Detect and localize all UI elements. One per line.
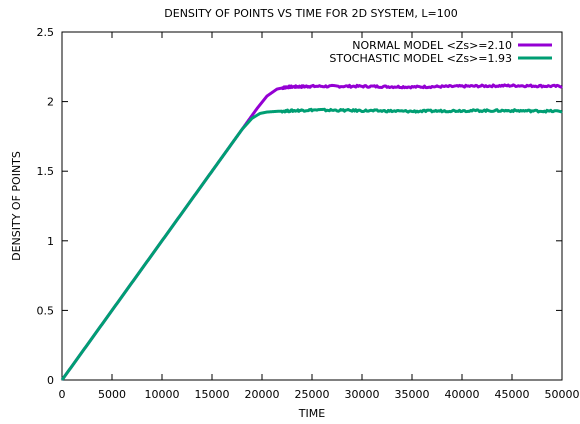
series-layer	[60, 83, 563, 381]
x-tick-label: 40000	[445, 388, 480, 401]
y-tick-label: 2	[47, 96, 54, 109]
y-tick-label: 1.5	[37, 165, 55, 178]
series-line-1	[60, 83, 563, 381]
x-axis-ticks: 0 5000 10000 15000 20000 25000 30000 35000 40000…	[59, 32, 580, 401]
x-tick-label: 0	[59, 388, 66, 401]
series-line-2	[60, 107, 563, 381]
x-tick-label: 50000	[545, 388, 580, 401]
x-tick-label: 10000	[145, 388, 180, 401]
plot-frame	[61, 31, 563, 381]
x-tick-label: 5000	[98, 388, 126, 401]
x-tick-label: 15000	[195, 388, 230, 401]
y-axis-title: DENSITY OF POINTS	[10, 151, 23, 261]
legend-label-2: STOCHASTIC MODEL <Zs>=1.93	[329, 52, 512, 65]
x-tick-label: 30000	[345, 388, 380, 401]
x-tick-label: 20000	[245, 388, 280, 401]
y-axis-ticks: 0 0.5 1 1.5 2 2.5	[37, 26, 562, 387]
x-tick-label: 25000	[295, 388, 330, 401]
x-tick-label: 35000	[395, 388, 430, 401]
y-tick-label: 0.5	[37, 304, 55, 317]
legend-label-1: NORMAL MODEL <Zs>=2.10	[352, 39, 512, 52]
y-tick-label: 1	[47, 235, 54, 248]
y-tick-label: 2.5	[37, 26, 55, 39]
x-axis-title: TIME	[298, 407, 325, 420]
x-tick-label: 45000	[495, 388, 530, 401]
chart-title: DENSITY OF POINTS VS TIME FOR 2D SYSTEM,…	[164, 7, 457, 20]
y-tick-label: 0	[47, 374, 54, 387]
